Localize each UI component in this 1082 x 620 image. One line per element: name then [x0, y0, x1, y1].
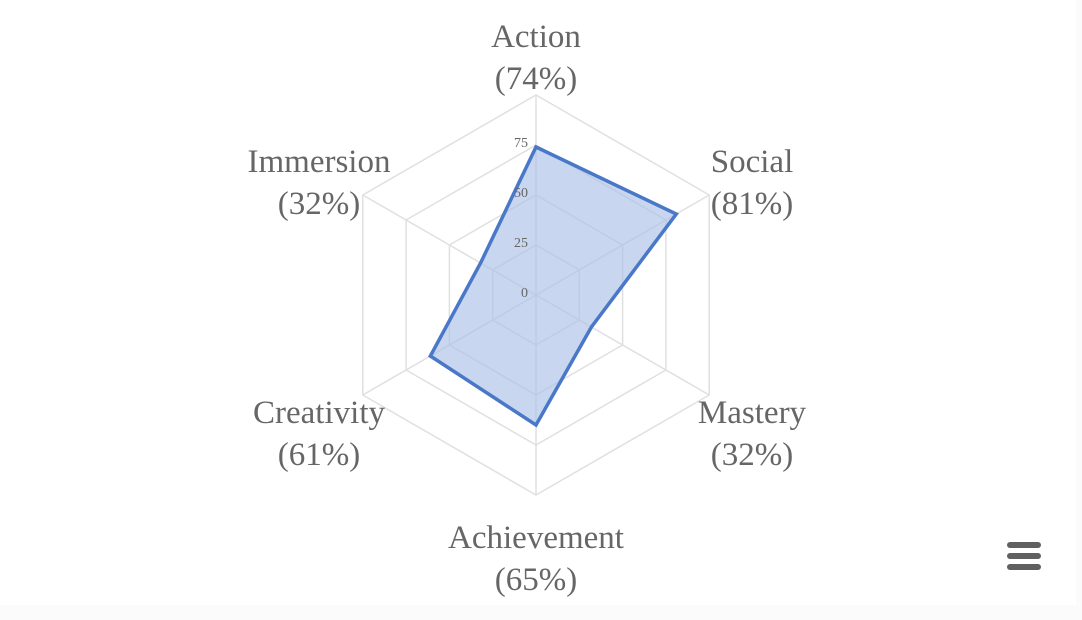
axis-label-creativity: Creativity [253, 395, 385, 431]
menu-bar [1007, 542, 1041, 548]
radar-axis-labels: Action (74%) Social (81%) Mastery (32%) Achiev… [248, 19, 807, 598]
axis-percent-social: (81%) [711, 186, 793, 222]
tick-label: 50 [514, 186, 528, 201]
radar-chart: 0 25 50 75 Action (74%) Social (81%) Mastery (32… [248, 19, 807, 598]
tick-label: 0 [521, 286, 528, 301]
tick-label: 25 [514, 236, 528, 251]
bottom-strip [0, 605, 1082, 620]
radar-series [428, 144, 679, 428]
axis-label-achievement: Achievement [448, 520, 624, 556]
axis-percent-action: (74%) [495, 61, 577, 97]
axis-label-immersion: Immersion [248, 144, 391, 180]
axis-percent-achievement: (65%) [495, 562, 577, 598]
hamburger-menu-icon[interactable] [1000, 536, 1048, 576]
axis-percent-immersion: (32%) [278, 186, 360, 222]
axis-label-social: Social [711, 144, 793, 180]
radar-ticks: 0 25 50 75 [514, 136, 528, 301]
axis-percent-creativity: (61%) [278, 437, 360, 473]
chart-area: 0 25 50 75 Action (74%) Social (81%) Mastery (32… [0, 5, 1076, 605]
axis-percent-mastery: (32%) [711, 437, 793, 473]
axis-label-action: Action [491, 19, 581, 55]
menu-bar [1007, 564, 1041, 570]
right-strip [1076, 0, 1082, 620]
axis-label-mastery: Mastery [698, 395, 807, 431]
tick-label: 75 [514, 136, 528, 151]
menu-bar [1007, 553, 1041, 559]
series-area [428, 144, 679, 428]
